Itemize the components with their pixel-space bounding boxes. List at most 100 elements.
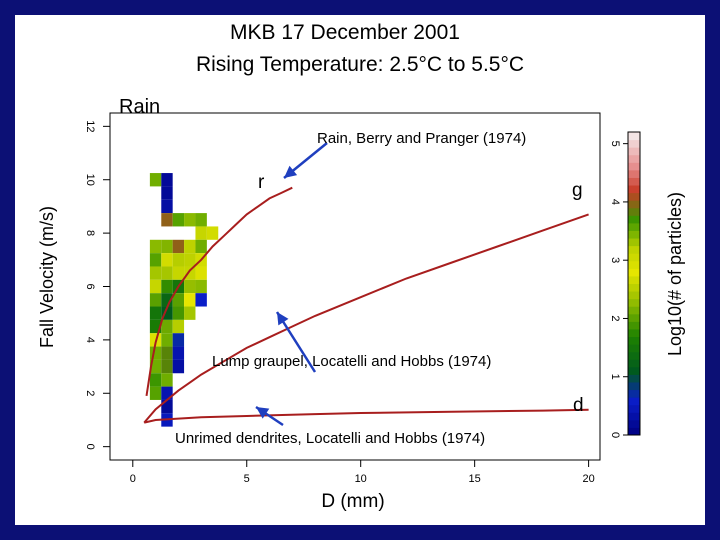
heatmap-cell — [172, 266, 185, 280]
heatmap-cell — [195, 293, 207, 307]
y-tick-label: 6 — [84, 283, 96, 289]
colorbar-segment — [628, 397, 640, 406]
colorbar-segment — [628, 139, 640, 148]
colorbar-segment — [628, 154, 640, 163]
heatmap-cell — [161, 359, 173, 374]
arrow-head — [284, 165, 298, 178]
y-tick-label: 4 — [84, 337, 96, 343]
colorbar-tick-label: 4 — [609, 199, 621, 205]
colorbar-segment — [628, 260, 640, 269]
colorbar-frame — [627, 131, 641, 436]
colorbar-tick-label: 0 — [609, 432, 621, 438]
colorbar-segment — [628, 132, 640, 141]
y-tick-label: 2 — [84, 390, 96, 396]
x-axis: 0 5 10 15 20 — [130, 460, 595, 485]
heatmap-cell — [195, 213, 207, 227]
colorbar-tick-label: 3 — [609, 257, 621, 263]
dendrite-source-label: Unrimed dendrites, Locatelli and Hobbs (… — [175, 430, 485, 447]
y-axis: 0 2 4 6 8 10 12 — [84, 120, 110, 450]
heatmap-cell — [206, 226, 219, 240]
colorbar-segment — [628, 427, 640, 436]
colorbar-segment — [628, 275, 640, 284]
heatmap-cell — [172, 333, 185, 347]
heatmap-layer — [149, 173, 219, 427]
heatmap-cell — [172, 346, 185, 360]
heatmap-cell — [149, 386, 162, 400]
colorbar-segment — [628, 374, 640, 383]
heatmap-cell — [184, 306, 196, 320]
x-tick-label: 0 — [130, 473, 136, 485]
y-tick-label: 10 — [84, 174, 96, 186]
colorbar-segment — [628, 215, 640, 224]
heatmap-cell — [172, 359, 185, 374]
x-axis-label: D (mm) — [321, 491, 384, 512]
rain-heading: Rain — [119, 96, 160, 118]
x-tick-label: 20 — [582, 473, 594, 485]
colorbar-tick-label: 5 — [609, 141, 621, 147]
heatmap-cell — [149, 173, 162, 187]
heatmap-cell — [161, 306, 173, 320]
heatmap-cell — [149, 293, 162, 307]
heatmap-cell — [184, 239, 196, 254]
rain-curve — [145, 186, 293, 397]
colorbar-segment — [628, 381, 640, 391]
heatmap-cell — [161, 319, 173, 334]
colorbar-segment — [628, 351, 640, 360]
colorbar-segment — [628, 185, 640, 194]
heatmap-cell — [161, 386, 173, 400]
heatmap-cell — [172, 306, 185, 320]
x-tick-label: 10 — [355, 473, 367, 485]
curve-label-g: g — [572, 180, 583, 201]
heatmap-cell — [195, 279, 207, 294]
colorbar-segment — [628, 238, 640, 247]
heatmap-cell — [149, 319, 162, 334]
heatmap-cell — [184, 253, 196, 267]
colorbar-tick-label: 1 — [609, 374, 621, 380]
heatmap-cell — [172, 319, 185, 334]
colorbar-segment — [628, 366, 640, 375]
heatmap-cell — [161, 266, 173, 280]
heatmap-cell — [172, 293, 185, 307]
dendrite-curve — [143, 408, 589, 424]
heatmap-cell — [161, 199, 173, 214]
colorbar-segment — [628, 389, 640, 398]
heatmap-cell — [195, 226, 207, 240]
colorbar-segment — [628, 177, 640, 186]
colorbar-segment — [628, 147, 640, 156]
colorbar-segment — [628, 253, 640, 262]
colorbar-segment — [628, 291, 640, 300]
heatmap-cell — [161, 186, 173, 200]
heatmap-cell — [161, 279, 173, 294]
colorbar-segment — [628, 404, 640, 413]
heatmap-cell — [184, 279, 196, 294]
heatmap-cell — [161, 373, 173, 387]
colorbar-segment — [628, 328, 640, 338]
colorbar-segment — [628, 222, 640, 231]
colorbar-segment — [628, 200, 640, 209]
curve-label-r: r — [258, 172, 265, 193]
heatmap-cell — [161, 173, 173, 187]
heatmap-cell — [161, 213, 173, 227]
title-line-2: Rising Temperature: 2.5°C to 5.5°C — [195, 53, 525, 76]
heatmap-cell — [149, 373, 162, 387]
heatmap-cell — [195, 266, 207, 280]
colorbar-segment — [628, 192, 640, 201]
heatmap-cell — [149, 266, 162, 280]
colorbar-segment — [628, 359, 640, 368]
y-axis-label: Fall Velocity (m/s) — [37, 206, 57, 348]
y-tick-label: 0 — [84, 444, 96, 450]
heatmap-cell — [149, 359, 162, 374]
heatmap-cell — [161, 346, 173, 360]
colorbar-segment — [628, 169, 640, 178]
colorbar-segment — [628, 336, 640, 345]
heatmap-cell — [161, 253, 173, 267]
y-tick-label: 8 — [84, 230, 96, 236]
rain-source-label: Rain, Berry and Pranger (1974) — [317, 130, 526, 147]
heatmap-cell — [149, 306, 162, 320]
heatmap-cell — [149, 239, 162, 254]
heatmap-cell — [161, 293, 173, 307]
curves-layer — [143, 186, 589, 424]
heatmap-cell — [172, 253, 185, 267]
colorbar-segment — [628, 230, 640, 239]
colorbar-segment — [628, 162, 640, 171]
